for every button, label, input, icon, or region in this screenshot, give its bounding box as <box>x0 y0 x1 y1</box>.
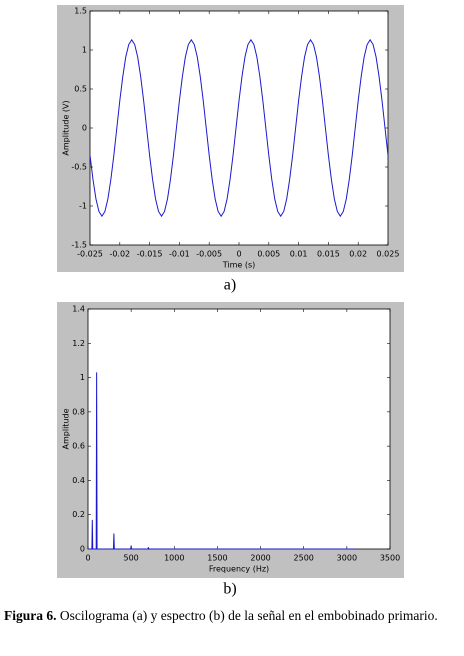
y-tick-label: 1 <box>82 46 87 55</box>
signal-line <box>88 372 356 550</box>
y-tick-label: 0 <box>82 124 87 133</box>
x-tick-label: -0.01 <box>169 250 190 259</box>
plot-area <box>89 10 389 246</box>
y-tick-label: 1.5 <box>74 7 87 16</box>
x-tick-label: -0.015 <box>137 250 163 259</box>
y-tick-label: 0.4 <box>72 476 85 485</box>
x-axis-label: Frequency (Hz) <box>209 565 269 574</box>
y-tick-label: 1.2 <box>72 339 85 348</box>
y-tick-label: -1.5 <box>71 241 87 250</box>
x-tick-label: 0.025 <box>377 250 400 259</box>
x-tick-label: 0.01 <box>290 250 308 259</box>
x-tick-label: 0.005 <box>257 250 280 259</box>
caption-label: Figura 6. <box>4 608 57 623</box>
x-tick-label: 1000 <box>164 554 184 563</box>
y-tick-label: 1 <box>80 373 85 382</box>
x-tick-label: 3000 <box>337 554 357 563</box>
y-tick-label: -1 <box>79 202 87 211</box>
y-axis-label: Amplitude (V) <box>62 100 71 155</box>
x-tick-label: -0.02 <box>109 250 130 259</box>
x-tick-label: 3500 <box>380 554 400 563</box>
x-tick-label: 0.02 <box>349 250 367 259</box>
x-tick-label: 1500 <box>207 554 227 563</box>
plot-area <box>87 308 391 550</box>
x-tick-label: 0 <box>236 250 241 259</box>
x-tick-label: 500 <box>124 554 139 563</box>
figure: -0.025 -0.02 -0.015 -0.01 -0.005 0 0.005 0.01 0.… <box>57 5 404 598</box>
y-tick-label: 0.8 <box>72 407 85 416</box>
x-tick-label: -0.005 <box>196 250 222 259</box>
y-tick-label: 0.2 <box>72 510 85 519</box>
y-axis-label: Amplitude <box>62 408 71 449</box>
x-tick-label: 0 <box>85 554 90 563</box>
signal-line <box>89 38 389 218</box>
x-tick-label: 2500 <box>294 554 314 563</box>
panel-label: a) <box>224 277 236 294</box>
x-tick-label: -0.025 <box>77 250 103 259</box>
x-axis-label: Time (s) <box>222 261 256 270</box>
y-tick-label: 0 <box>80 545 85 554</box>
y-tick-label: 1.4 <box>72 305 85 314</box>
y-tick-label: 0.6 <box>72 442 85 451</box>
y-tick-label: -0.5 <box>71 163 87 172</box>
x-tick-label: 2000 <box>250 554 270 563</box>
y-tick-label: 0.5 <box>74 85 87 94</box>
x-tick-label: 0.015 <box>317 250 340 259</box>
caption: Figura 6. Oscilograma (a) y espectro (b)… <box>4 607 458 624</box>
caption-text: Oscilograma (a) y espectro (b) de la señ… <box>59 608 438 623</box>
panel-label: b) <box>223 581 236 598</box>
